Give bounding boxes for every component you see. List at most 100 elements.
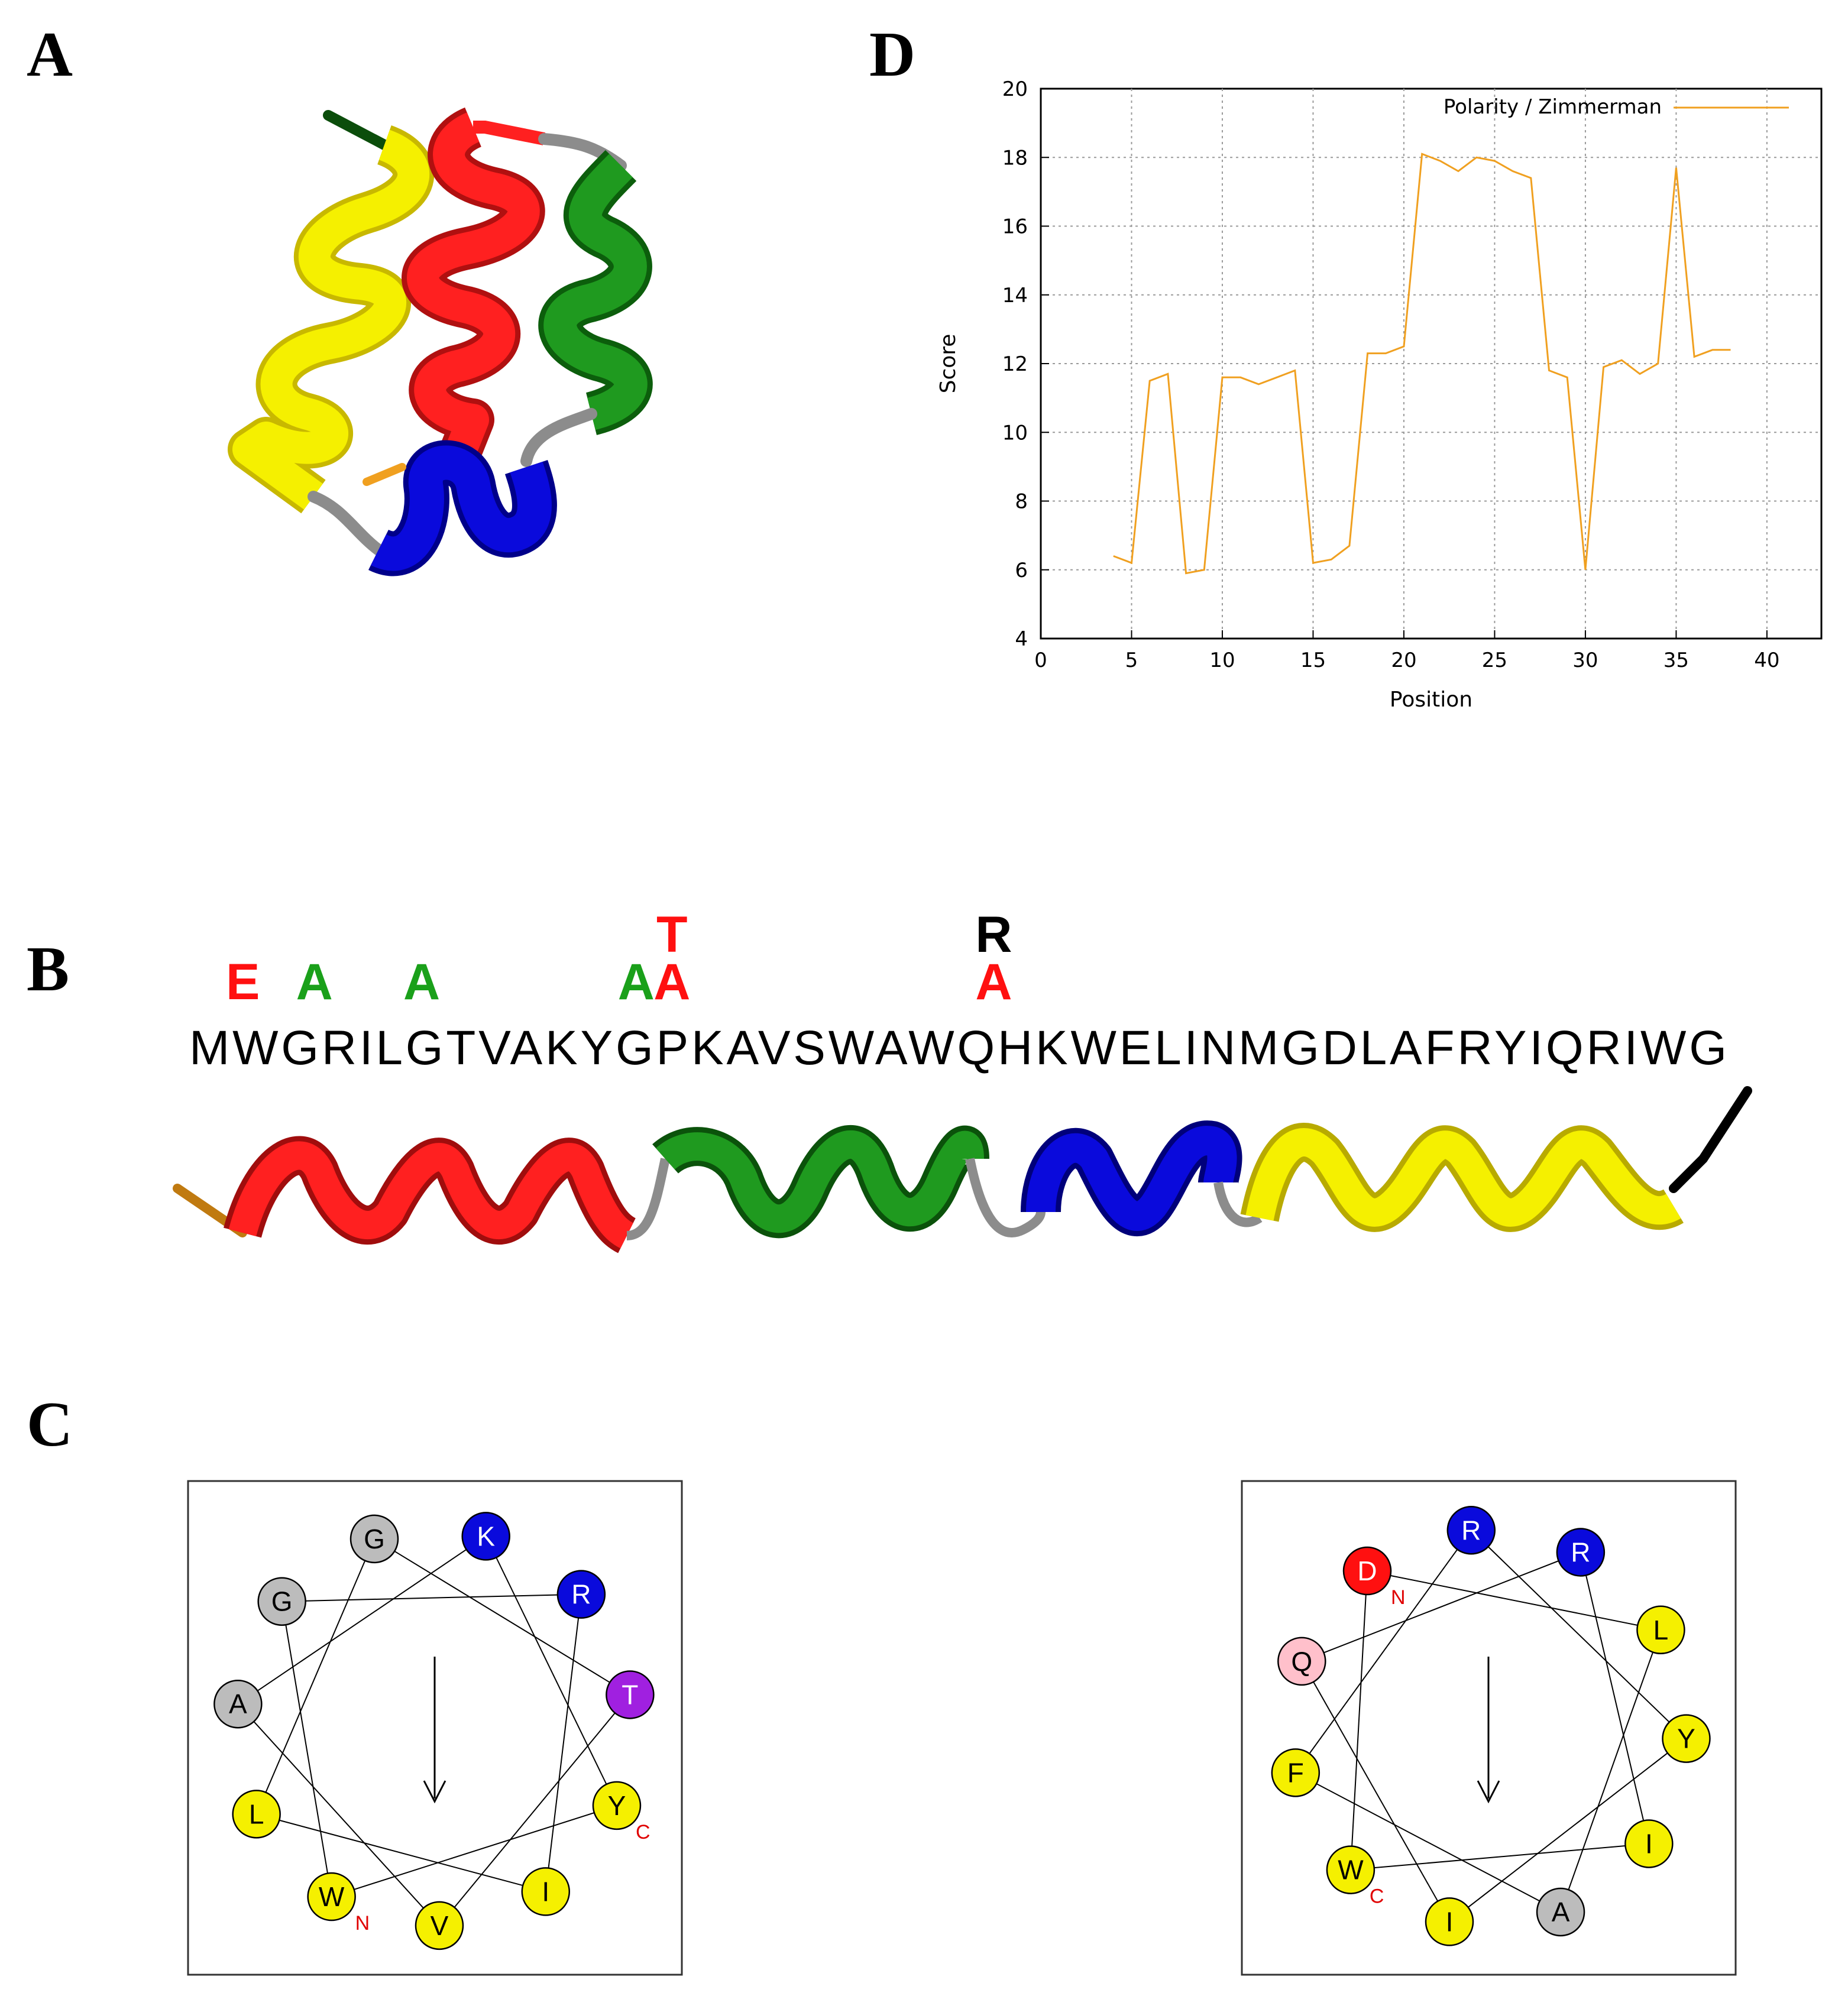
mutation-label: A bbox=[975, 954, 1012, 1010]
wheel-link bbox=[1367, 1570, 1661, 1631]
wheel-link bbox=[1295, 1772, 1561, 1913]
wheel-residue-label: D bbox=[1357, 1556, 1377, 1586]
polarity-series-line bbox=[1113, 153, 1731, 575]
mutation-label: A bbox=[653, 954, 690, 1010]
x-tick-label: 0 bbox=[1034, 649, 1047, 672]
linear-loop-1 bbox=[626, 1158, 670, 1240]
x-tick-label: 30 bbox=[1572, 649, 1598, 672]
helix-blue bbox=[368, 440, 557, 576]
helix-green bbox=[538, 150, 653, 435]
mutation-label: A bbox=[403, 954, 440, 1010]
mutation-label: R bbox=[975, 906, 1012, 963]
wheel-residue-label: I bbox=[1645, 1828, 1653, 1859]
polarity-chart: 0 5 10 15 20 25 30 35 40 4 6 8 10 12 14 16 18 20 Positio… bbox=[936, 77, 1823, 712]
wheel-residue-label: A bbox=[1552, 1897, 1570, 1927]
mutation-label: E bbox=[226, 954, 260, 1010]
wheel-connections bbox=[1295, 1530, 1687, 1923]
wheel-link bbox=[1301, 1661, 1450, 1922]
mutation-label: T bbox=[656, 906, 688, 963]
wheel-residue-label: A bbox=[229, 1689, 247, 1719]
legend-label: Polarity / Zimmerman bbox=[1444, 95, 1662, 119]
y-tick-label: 18 bbox=[1002, 146, 1028, 170]
wheel-link bbox=[237, 1703, 440, 1926]
wheel-residue bbox=[1326, 1845, 1376, 1894]
wheel-residue-label: G bbox=[364, 1524, 385, 1554]
c-terminus-label: C bbox=[1370, 1885, 1384, 1908]
wheel-link bbox=[281, 1601, 332, 1897]
wheel-residue-label: T bbox=[622, 1679, 638, 1710]
wheel-link bbox=[1449, 1738, 1687, 1923]
wheel-residue bbox=[1271, 1748, 1321, 1797]
linear-loop-3 bbox=[1213, 1181, 1263, 1227]
wheel-link bbox=[374, 1538, 630, 1696]
helix-yellow bbox=[228, 125, 435, 514]
peptide-sequence: MWGRILGTVAKYGPKAVSWAWQHKWELINMGDLAFRYIQR… bbox=[189, 1021, 1727, 1075]
wheel-residue bbox=[461, 1512, 510, 1561]
wheel-link bbox=[1580, 1552, 1650, 1844]
x-tick-label: 20 bbox=[1391, 649, 1416, 672]
panel-label-a: A bbox=[27, 20, 73, 90]
n-terminus-label: N bbox=[355, 1912, 370, 1935]
wheel-residue bbox=[556, 1570, 606, 1619]
x-tick-label: 25 bbox=[1482, 649, 1507, 672]
loop-yellow-blue bbox=[308, 491, 384, 556]
chart-grid bbox=[1041, 89, 1821, 639]
wheel-residue-label: W bbox=[319, 1881, 345, 1912]
wheel-residue-label: G bbox=[271, 1586, 293, 1617]
wheel-residue-label: K bbox=[477, 1521, 495, 1551]
wheel-residue-label: W bbox=[1338, 1855, 1364, 1885]
wheel-residue-label: F bbox=[1287, 1757, 1304, 1788]
mutation-label: A bbox=[296, 954, 333, 1010]
wheel-residue bbox=[307, 1872, 356, 1921]
y-tick-label: 4 bbox=[1015, 627, 1028, 651]
y-tick-label: 16 bbox=[1002, 215, 1028, 239]
panel-label-d: D bbox=[869, 20, 915, 90]
folded-structure bbox=[228, 107, 653, 576]
y-tick-label: 14 bbox=[1002, 284, 1028, 307]
sequence-panel: MWGRILGTVAKYGPKAVSWAWQHKWELINMGDLAFRYIQR… bbox=[173, 906, 1752, 1253]
wheel-residue-label: Y bbox=[608, 1790, 626, 1821]
wheel-link bbox=[331, 1804, 617, 1898]
wheel-link bbox=[485, 1535, 617, 1806]
wheel-link bbox=[1471, 1530, 1687, 1739]
n-terminus-stub bbox=[323, 110, 390, 150]
linear-loop-2 bbox=[965, 1158, 1046, 1237]
n-terminus-label: N bbox=[1391, 1586, 1406, 1609]
linear-c-stub bbox=[1669, 1086, 1752, 1193]
x-tick-label: 35 bbox=[1663, 649, 1689, 672]
wheel-residue bbox=[606, 1670, 655, 1719]
wheel-residue-label: L bbox=[1653, 1615, 1669, 1645]
wheel-residue-label: L bbox=[249, 1799, 264, 1829]
wheel-residue bbox=[1556, 1528, 1606, 1577]
wheel-residue-label: I bbox=[542, 1876, 549, 1907]
wheel-residue bbox=[1446, 1506, 1496, 1555]
panel-label-c: C bbox=[27, 1389, 73, 1460]
wheel-residue-label: Y bbox=[1677, 1723, 1695, 1754]
wheel-residue bbox=[521, 1867, 571, 1916]
c-terminus-stub bbox=[363, 463, 406, 486]
wheel-residue-label: R bbox=[1571, 1537, 1590, 1567]
wheel-link bbox=[1295, 1530, 1472, 1773]
x-tick-label: 15 bbox=[1300, 649, 1326, 672]
helical-wheel-right: R R L Y I A I W F Q DN C bbox=[1271, 1506, 1711, 1946]
wheel-residue bbox=[257, 1577, 306, 1626]
x-tick-label: 40 bbox=[1754, 649, 1779, 672]
wheel-residue bbox=[1636, 1605, 1685, 1655]
linear-ribbon bbox=[173, 1086, 1752, 1253]
wheel-link bbox=[1301, 1551, 1581, 1662]
helix-red bbox=[402, 107, 546, 458]
wheel-link bbox=[237, 1535, 487, 1705]
wheel-residue-label: Q bbox=[1291, 1646, 1312, 1677]
wheel-residue bbox=[1536, 1887, 1585, 1937]
wheel-residue-label: I bbox=[1446, 1906, 1454, 1937]
wheel-residue bbox=[415, 1901, 464, 1950]
y-tick-label: 6 bbox=[1015, 559, 1028, 582]
wheel-connections bbox=[237, 1535, 631, 1926]
wheel-residue bbox=[592, 1781, 642, 1830]
x-tick-label: 10 bbox=[1209, 649, 1235, 672]
x-axis-label: Position bbox=[1390, 688, 1472, 712]
moment-arrow-head bbox=[1477, 1780, 1500, 1804]
